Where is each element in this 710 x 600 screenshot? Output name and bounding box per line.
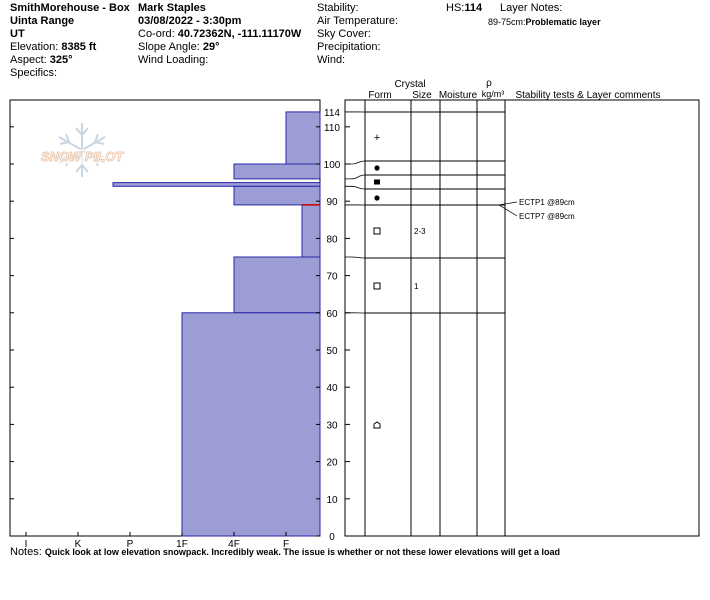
depth-label: 70 bbox=[326, 272, 338, 283]
aspect-label: Aspect: bbox=[10, 54, 47, 66]
elevation-label: Elevation: bbox=[10, 41, 59, 53]
observation-datetime: 03/08/2022 - 3:30pm bbox=[138, 15, 242, 27]
stability-label: Stability: bbox=[317, 2, 359, 14]
hardness-bar bbox=[233, 256, 321, 314]
depth-axis: 0 10 20 30 40 50 60 70 80 90 100 110 114 bbox=[10, 108, 350, 543]
coord-label: Co-ord: bbox=[138, 28, 175, 40]
hardness-bar bbox=[301, 204, 321, 258]
layer-note-text: Problematic layer bbox=[525, 17, 601, 27]
layer-connector bbox=[345, 160, 366, 165]
crystal-header: Crystal bbox=[394, 79, 425, 90]
crystal-forms: +2-3 1 bbox=[373, 132, 426, 429]
aspect-value: 325° bbox=[49, 54, 73, 66]
precip-label: Precipitation: bbox=[317, 41, 381, 53]
crystal-form-symbol bbox=[374, 179, 380, 185]
coord-row: Co-ord: 40.72362N, -111.11170W bbox=[138, 28, 301, 41]
hardness-tick-label: 1F bbox=[176, 539, 188, 550]
hardness-tick-label: I bbox=[25, 539, 28, 550]
depth-label: 100 bbox=[324, 160, 341, 171]
hardness-tick-label: 4F bbox=[228, 539, 240, 550]
crystal-form-symbol bbox=[373, 282, 381, 290]
state-name: UT bbox=[10, 28, 25, 40]
snowpilot-logo: SNOW PILOT bbox=[27, 123, 137, 177]
hardness-bar bbox=[233, 163, 321, 180]
crystal-form-symbol: + bbox=[374, 132, 380, 144]
snowflake-icon bbox=[58, 123, 106, 177]
layer-notes-label: Layer Notes: bbox=[500, 2, 563, 14]
depth-label: 80 bbox=[326, 234, 338, 245]
hs-row: HS:114 bbox=[446, 2, 482, 15]
crystal-size-label: 2-3 bbox=[414, 227, 426, 236]
stability-test-leader bbox=[498, 201, 518, 206]
form-header: Form bbox=[368, 90, 391, 101]
stability-test-label: ECTP1 @89cm bbox=[519, 198, 575, 207]
logo-text: SNOW PILOT bbox=[41, 149, 124, 164]
layer-boundaries bbox=[365, 111, 505, 314]
crystal-form-symbol bbox=[374, 165, 380, 171]
hardness-bar bbox=[285, 111, 321, 165]
hardness-tick-label: K bbox=[75, 539, 82, 550]
crystal-size-label: 1 bbox=[414, 282, 419, 291]
hardness-bar bbox=[112, 182, 321, 187]
slope-value: 29° bbox=[202, 41, 220, 53]
layer-table-frame bbox=[344, 99, 700, 537]
crystal-form-symbol bbox=[373, 421, 381, 429]
slope-row: Slope Angle: 29° bbox=[138, 41, 219, 54]
hardness-bars bbox=[112, 111, 321, 537]
notes-text: Quick look at low elevation snowpack. In… bbox=[44, 547, 561, 557]
depth-top-label: 114 bbox=[324, 108, 340, 119]
wind-label: Wind: bbox=[317, 54, 346, 66]
size-header: Size bbox=[412, 90, 432, 101]
observer-name: Mark Staples bbox=[138, 2, 206, 14]
wind-loading-label: Wind Loading: bbox=[138, 54, 209, 66]
hs-label: HS: bbox=[446, 2, 465, 14]
coord-value: 40.72362N, -111.11170W bbox=[177, 28, 302, 40]
air-temp-label: Air Temperature: bbox=[317, 15, 399, 27]
slope-label: Slope Angle: bbox=[138, 41, 200, 53]
hardness-bar bbox=[181, 312, 321, 537]
crystal-form-symbol bbox=[373, 227, 381, 235]
layer-connector bbox=[345, 185, 366, 190]
aspect-row: Aspect: 325° bbox=[10, 54, 73, 67]
density-unit: kg/m³ bbox=[482, 89, 505, 99]
depth-label: 0 bbox=[329, 532, 335, 543]
depth-label: 30 bbox=[326, 420, 338, 431]
depth-label: 60 bbox=[326, 309, 338, 320]
depth-label: 40 bbox=[326, 383, 338, 394]
crystal-form-symbol bbox=[374, 195, 380, 201]
depth-label: 10 bbox=[326, 495, 338, 506]
hardness-axis: I K P 1F 4F F bbox=[25, 532, 289, 550]
notes-label: Notes: bbox=[10, 546, 42, 558]
hardness-tick-label: P bbox=[127, 539, 134, 550]
elevation-value: 8385 ft bbox=[61, 41, 97, 53]
specifics-label: Specifics: bbox=[10, 67, 58, 79]
stability-tests: ECTP1 @89cm ECTP7 @89cm bbox=[498, 198, 575, 221]
layer-connector bbox=[345, 256, 366, 259]
hardness-tick-label: F bbox=[283, 539, 289, 550]
stability-test-label: ECTP7 @89cm bbox=[519, 212, 575, 221]
layer-connectors bbox=[345, 111, 366, 314]
density-symbol: ρ bbox=[486, 78, 492, 89]
stability-test-leader bbox=[498, 204, 518, 217]
layer-connector bbox=[345, 174, 366, 180]
layer-note-range: 89-75cm: bbox=[488, 17, 526, 27]
hardness-bar bbox=[233, 185, 321, 206]
hs-value: 114 bbox=[464, 2, 483, 14]
moisture-header: Moisture bbox=[439, 90, 478, 101]
range-name: Uinta Range bbox=[10, 15, 75, 27]
location-name: SmithMorehouse - Box bbox=[10, 2, 130, 14]
depth-label: 20 bbox=[326, 458, 338, 469]
notes: Notes: Quick look at low elevation snowp… bbox=[10, 546, 560, 558]
layer-note: 89-75cm:Problematic layer bbox=[488, 16, 601, 29]
depth-label: 50 bbox=[326, 346, 338, 357]
stability-header: Stability tests & Layer comments bbox=[515, 90, 660, 101]
depth-label: 90 bbox=[326, 197, 338, 208]
elevation-row: Elevation: 8385 ft bbox=[10, 41, 96, 54]
depth-label: 110 bbox=[324, 123, 340, 134]
sky-cover-label: Sky Cover: bbox=[317, 28, 371, 40]
